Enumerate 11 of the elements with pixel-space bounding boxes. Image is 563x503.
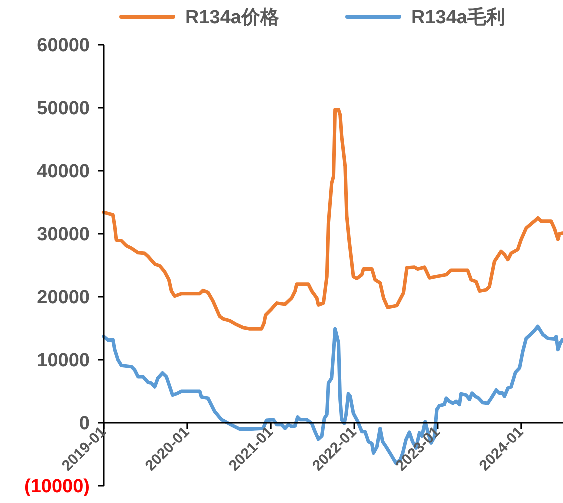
y-tick-label: 30000 [37,224,90,246]
legend-label: R134a价格 [186,8,280,29]
legend-label: R134a毛利 [412,6,506,29]
y-tick-label: 10000 [37,350,90,372]
line-series [102,108,563,331]
y-tick-label: 40000 [37,162,90,183]
y-tick-label: 50000 [37,98,90,120]
y-tick-label: 20000 [37,288,90,309]
y-tick-label: 60000 [37,36,90,57]
y-tick-label: 0 [79,414,90,435]
y-tick-label: (10000) [24,476,90,498]
